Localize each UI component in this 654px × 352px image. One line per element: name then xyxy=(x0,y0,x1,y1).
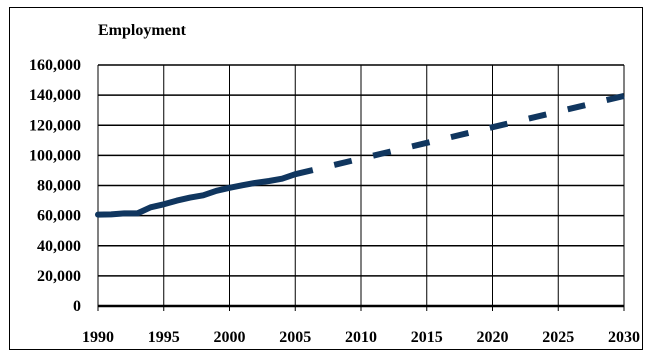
x-tick-label: 2020 xyxy=(477,329,509,346)
x-tick-label: 1990 xyxy=(82,329,114,346)
x-tick-label: 2010 xyxy=(345,329,377,346)
y-tick-label: 80,000 xyxy=(37,178,81,195)
grid xyxy=(97,64,625,311)
series-group xyxy=(95,92,625,218)
x-tick-label: 2030 xyxy=(608,329,640,346)
x-tick-label: 2000 xyxy=(214,329,246,346)
y-tick-label: 0 xyxy=(73,298,81,315)
x-tick-label: 2005 xyxy=(279,329,311,346)
y-tick-label: 120,000 xyxy=(29,117,81,134)
chart-title: Employment xyxy=(98,22,187,39)
projection-line xyxy=(294,92,625,178)
x-tick-label: 1995 xyxy=(148,329,180,346)
y-tick-label: 100,000 xyxy=(29,147,81,164)
y-tick-label: 40,000 xyxy=(37,238,81,255)
y-axis-ticks: 0 20,000 40,000 60,000 80,000 100,000 120,000 1… xyxy=(29,57,81,315)
y-tick-label: 140,000 xyxy=(29,87,81,104)
chart-frame xyxy=(9,7,643,350)
y-tick-label: 60,000 xyxy=(37,208,81,225)
x-tick-label: 2025 xyxy=(542,329,574,346)
x-axis-ticks: 1990 1995 2000 2005 2010 2015 2020 2025 2030 xyxy=(82,329,640,346)
x-tick-label: 2015 xyxy=(411,329,443,346)
y-tick-label: 20,000 xyxy=(37,268,81,285)
historical-line xyxy=(95,171,299,218)
y-tick-label: 160,000 xyxy=(29,57,81,74)
